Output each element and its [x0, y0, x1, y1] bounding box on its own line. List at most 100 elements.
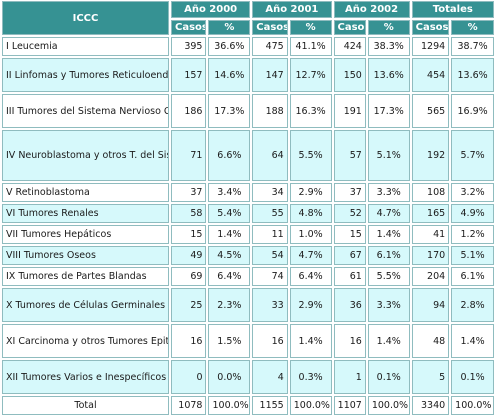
cell-pct: 4.7% [367, 204, 410, 223]
cell-pct: 1.4% [208, 225, 251, 244]
table-row: X Tumores de Células Germinales 25 2.3% … [2, 288, 494, 322]
cell-pct: 5.4% [208, 204, 251, 223]
cell-pct: 13.6% [367, 58, 410, 92]
cell-casos: 1 [333, 360, 366, 394]
cell-casos: 34 [252, 183, 288, 202]
cell-casos: 64 [252, 130, 288, 181]
cell-casos: 69 [171, 267, 207, 286]
cell-pct: 5.5% [289, 130, 332, 181]
cell-casos: 48 [411, 324, 450, 358]
header-iccc: ICCC [2, 1, 169, 35]
cell-pct: 16.9% [451, 94, 494, 128]
row-label: III Tumores del Sistema Nervioso Central [2, 94, 169, 128]
cell-pct: 16.3% [289, 94, 332, 128]
cell-pct: 12.7% [289, 58, 332, 92]
cell-pct: 5.1% [451, 246, 494, 265]
cell-pct: 1.4% [451, 324, 494, 358]
cell-pct: 1.4% [367, 324, 410, 358]
cell-casos: 147 [252, 58, 288, 92]
table-row: VIII Tumores Oseos 49 4.5% 54 4.7% 67 6.… [2, 246, 494, 265]
row-label: II Linfomas y Tumores Reticuloendotelial… [2, 58, 169, 92]
subheader-pct: % [208, 20, 251, 35]
cell-casos: 188 [252, 94, 288, 128]
cell-casos: 94 [411, 288, 450, 322]
cell-pct: 100.0% [367, 396, 410, 415]
table-row: IX Tumores de Partes Blandas 69 6.4% 74 … [2, 267, 494, 286]
cell-pct: 5.7% [451, 130, 494, 181]
cell-casos: 157 [171, 58, 207, 92]
cell-pct: 2.9% [289, 288, 332, 322]
row-label: I Leucemia [2, 37, 169, 56]
cell-casos: 5 [411, 360, 450, 394]
cell-casos: 37 [333, 183, 366, 202]
table-row: IV Neuroblastoma y otros T. del Sistema … [2, 130, 494, 181]
cell-casos: 0 [171, 360, 207, 394]
cell-pct: 6.6% [208, 130, 251, 181]
cell-casos: 67 [333, 246, 366, 265]
row-label: XI Carcinoma y otros Tumores Epiteliales [2, 324, 169, 358]
cell-casos: 25 [171, 288, 207, 322]
cell-pct: 0.3% [289, 360, 332, 394]
header-year-2002: Año 2002 [333, 1, 410, 18]
cell-casos: 3340 [411, 396, 450, 415]
header-totales: Totales [411, 1, 494, 18]
cell-pct: 2.9% [289, 183, 332, 202]
cell-casos: 71 [171, 130, 207, 181]
cell-pct: 100.0% [451, 396, 494, 415]
cell-pct: 6.1% [367, 246, 410, 265]
cell-casos: 16 [171, 324, 207, 358]
cell-pct: 6.4% [208, 267, 251, 286]
cell-casos: 204 [411, 267, 450, 286]
row-label: V Retinoblastoma [2, 183, 169, 202]
table-row: VII Tumores Hepáticos 15 1.4% 11 1.0% 15… [2, 225, 494, 244]
cell-pct: 6.4% [289, 267, 332, 286]
cell-casos: 475 [252, 37, 288, 56]
cell-casos: 49 [171, 246, 207, 265]
row-label: VIII Tumores Oseos [2, 246, 169, 265]
cell-casos: 395 [171, 37, 207, 56]
total-row: Total 1078 100.0% 1155 100.0% 1107 100.0… [2, 396, 494, 415]
cell-pct: 13.6% [451, 58, 494, 92]
cell-pct: 4.7% [289, 246, 332, 265]
subheader-casos: Casos [411, 20, 450, 35]
cell-casos: 41 [411, 225, 450, 244]
cell-casos: 454 [411, 58, 450, 92]
cell-pct: 5.5% [367, 267, 410, 286]
cell-casos: 11 [252, 225, 288, 244]
cell-pct: 4.9% [451, 204, 494, 223]
cell-pct: 6.1% [451, 267, 494, 286]
subheader-pct: % [289, 20, 332, 35]
table-row: XI Carcinoma y otros Tumores Epiteliales… [2, 324, 494, 358]
subheader-casos: Casos [333, 20, 366, 35]
cell-pct: 1.5% [208, 324, 251, 358]
cell-casos: 37 [171, 183, 207, 202]
cell-pct: 1.4% [367, 225, 410, 244]
cell-casos: 55 [252, 204, 288, 223]
header-year-2001: Año 2001 [252, 1, 332, 18]
subheader-pct: % [451, 20, 494, 35]
cell-casos: 58 [171, 204, 207, 223]
cell-casos: 54 [252, 246, 288, 265]
row-label: XII Tumores Varios e Inespecíficos [2, 360, 169, 394]
cell-casos: 186 [171, 94, 207, 128]
cell-casos: 33 [252, 288, 288, 322]
cell-casos: 74 [252, 267, 288, 286]
cell-pct: 100.0% [289, 396, 332, 415]
table-row: XII Tumores Varios e Inespecíficos 0 0.0… [2, 360, 494, 394]
cell-casos: 165 [411, 204, 450, 223]
cell-pct: 100.0% [208, 396, 251, 415]
subheader-casos: Casos [171, 20, 207, 35]
cell-pct: 0.0% [208, 360, 251, 394]
cell-casos: 16 [333, 324, 366, 358]
cell-casos: 170 [411, 246, 450, 265]
cell-pct: 3.2% [451, 183, 494, 202]
cell-casos: 1078 [171, 396, 207, 415]
cell-pct: 41.1% [289, 37, 332, 56]
table-row: VI Tumores Renales 58 5.4% 55 4.8% 52 4.… [2, 204, 494, 223]
cell-casos: 15 [333, 225, 366, 244]
cell-pct: 17.3% [367, 94, 410, 128]
cell-casos: 192 [411, 130, 450, 181]
cell-pct: 36.6% [208, 37, 251, 56]
cell-casos: 1155 [252, 396, 288, 415]
cell-casos: 4 [252, 360, 288, 394]
